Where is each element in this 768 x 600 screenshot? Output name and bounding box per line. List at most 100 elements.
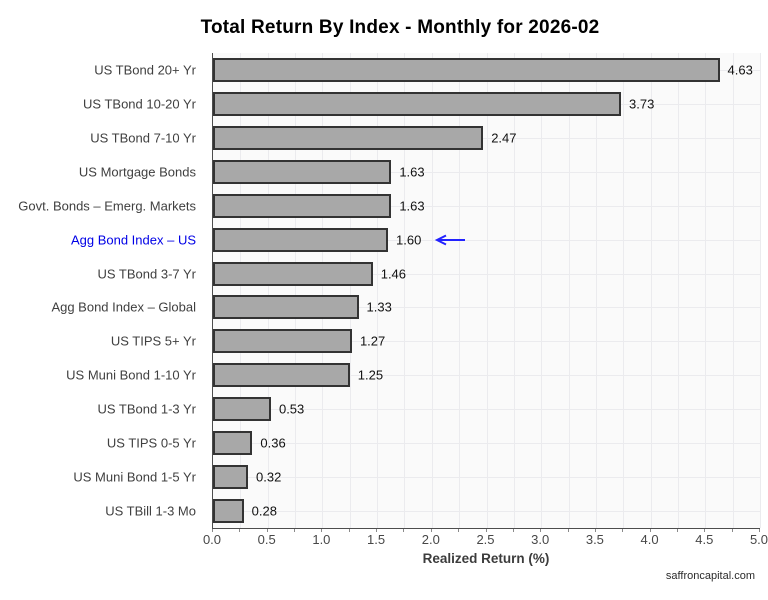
- y-axis-label: US TIPS 0-5 Yr: [106, 435, 196, 451]
- gridline-vertical: [267, 53, 269, 528]
- x-tick-label: 5.0: [749, 532, 768, 547]
- gridline-vertical: [677, 53, 679, 528]
- gridline-vertical: [377, 53, 379, 528]
- gridline-vertical: [595, 53, 597, 528]
- bar: [213, 125, 484, 150]
- y-axis-label: Agg Bond Index – Global: [51, 299, 196, 315]
- gridline-horizontal: [213, 477, 760, 479]
- watermark: saffroncapital.com: [665, 570, 755, 582]
- gridline-vertical: [459, 53, 461, 528]
- bar-value-label: 1.33: [366, 299, 392, 315]
- gridline-vertical: [732, 53, 734, 528]
- gridline-horizontal: [213, 341, 760, 343]
- x-tick: [759, 529, 760, 532]
- bar-value-label: 1.63: [399, 164, 425, 180]
- gridline-vertical: [431, 53, 433, 528]
- y-axis-label: US Mortgage Bonds: [78, 164, 196, 180]
- x-tick: [731, 529, 733, 532]
- bar-value-label: 3.73: [629, 96, 655, 112]
- gridline-horizontal: [213, 307, 760, 309]
- bar-value-label: 1.27: [359, 333, 386, 349]
- bar: [213, 295, 359, 320]
- x-tick: [485, 529, 487, 532]
- bar: [213, 363, 350, 388]
- x-tick-label: 1.0: [312, 532, 331, 547]
- bar-value-label: 4.63: [727, 62, 753, 78]
- chart-title: Total Return By Index - Monthly for 2026…: [200, 17, 600, 38]
- x-tick: [266, 529, 268, 532]
- bar-value-label: 1.25: [357, 367, 384, 383]
- gridline-horizontal: [213, 171, 760, 173]
- gridline-vertical: [486, 53, 488, 528]
- bar: [213, 193, 392, 218]
- bar: [213, 159, 392, 184]
- bar: [213, 431, 253, 456]
- y-axis-label: Govt. Bonds – Emerg. Markets: [18, 198, 196, 214]
- y-axis-label: US TBond 10-20 Yr: [83, 96, 196, 112]
- y-axis-label: US TIPS 5+ Yr: [110, 333, 196, 349]
- x-tick: [704, 529, 706, 532]
- y-axis-label: Agg Bond Index – US: [70, 232, 196, 248]
- x-tick: [594, 529, 596, 532]
- bar: [213, 397, 271, 422]
- bar-value-label: 0.28: [251, 503, 277, 519]
- bar: [213, 227, 389, 252]
- y-axis-label: US TBill 1-3 Mo: [105, 503, 196, 519]
- left-arrow-icon: [434, 234, 466, 246]
- bar-value-label: 1.60: [396, 232, 422, 248]
- x-tick: [348, 529, 350, 532]
- x-tick-label: 1.5: [367, 532, 386, 547]
- bar-value-label: 0.32: [256, 469, 282, 485]
- bar: [213, 261, 373, 286]
- x-tick: [622, 529, 624, 532]
- y-axis-label: US TBond 1-3 Yr: [97, 401, 196, 417]
- x-tick: [321, 529, 323, 532]
- x-tick: [212, 529, 213, 532]
- gridline-vertical: [404, 53, 406, 528]
- x-tick-label: 3.5: [585, 532, 604, 547]
- x-tick: [649, 529, 651, 532]
- gridline-horizontal: [213, 239, 760, 241]
- x-tick-label: 2.0: [421, 532, 440, 547]
- bar: [213, 57, 720, 82]
- bar-value-label: 0.53: [278, 401, 305, 417]
- x-tick-label: 2.5: [476, 532, 495, 547]
- x-tick: [376, 529, 378, 532]
- x-tick: [294, 529, 296, 532]
- gridline-vertical: [760, 53, 761, 528]
- gridline-horizontal: [213, 409, 760, 411]
- gridline-horizontal: [213, 375, 760, 377]
- x-tick: [430, 529, 432, 532]
- gridline-vertical: [568, 53, 570, 528]
- x-tick: [239, 529, 241, 532]
- y-axis-label: US TBond 7-10 Yr: [90, 130, 196, 146]
- x-tick: [458, 529, 460, 532]
- y-axis-label: US TBond 20+ Yr: [94, 62, 196, 78]
- x-tick: [512, 529, 514, 532]
- bar: [213, 91, 622, 116]
- gridline-vertical: [650, 53, 652, 528]
- bar: [213, 499, 244, 524]
- gridline-horizontal: [213, 273, 760, 275]
- gridline-vertical: [349, 53, 351, 528]
- gridline-vertical: [295, 53, 297, 528]
- gridline-horizontal: [213, 205, 760, 207]
- x-tick: [676, 529, 678, 532]
- x-tick-label: 4.0: [640, 532, 659, 547]
- bar-value-label: 0.36: [260, 435, 286, 451]
- bar-value-label: 2.47: [491, 130, 517, 146]
- x-tick-label: 3.0: [531, 532, 550, 547]
- y-axis-label: US Muni Bond 1-5 Yr: [73, 469, 196, 485]
- gridline-vertical: [541, 53, 543, 528]
- gridline-horizontal: [213, 443, 760, 445]
- x-axis: 0.0 0.5 1.0 1.5 2.0 2.5 3.0 3.5 4.0 4.5 5.0: [203, 529, 768, 549]
- x-tick-label: 0.5: [257, 532, 276, 547]
- y-axis-label: US TBond 3-7 Yr: [97, 266, 196, 282]
- gridline-horizontal: [213, 511, 760, 513]
- plot-area: 4.63 3.73 2.47 1.63 1.63 1.60 1.46 1.33 1.27 1.25…: [212, 53, 761, 529]
- gridline-horizontal: [213, 137, 760, 139]
- gridline-vertical: [240, 53, 242, 528]
- x-tick-label: 4.5: [695, 532, 714, 547]
- bar: [213, 465, 248, 490]
